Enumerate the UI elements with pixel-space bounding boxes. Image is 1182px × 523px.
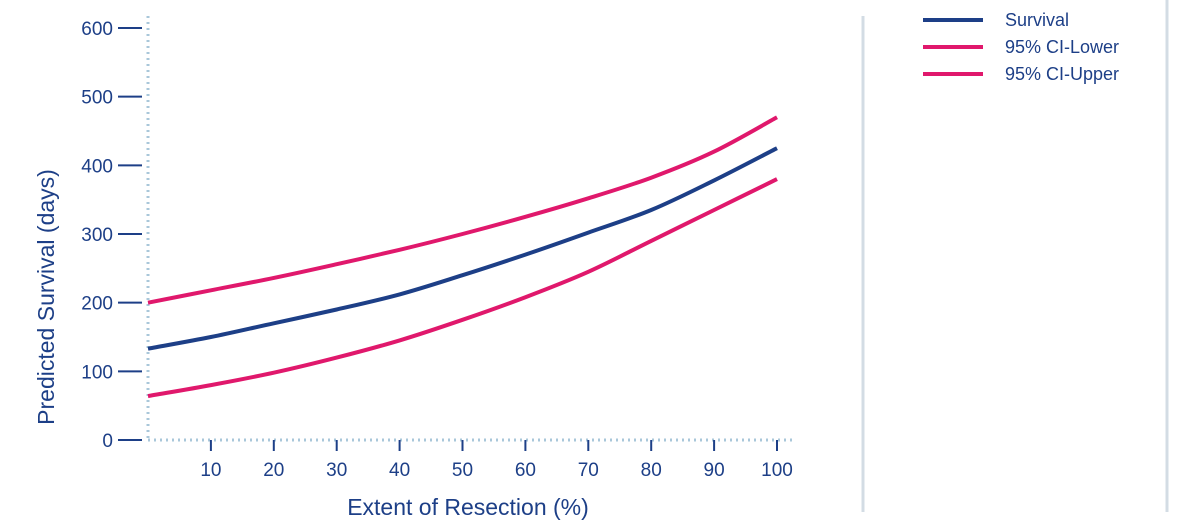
axes xyxy=(146,16,795,442)
series-line-survival xyxy=(147,146,778,351)
x-tick-label: 50 xyxy=(452,460,473,481)
x-tick-label: 30 xyxy=(326,460,347,481)
y-axis-title: Predicted Survival (days) xyxy=(33,169,59,425)
x-tick-label: 100 xyxy=(761,460,793,481)
x-tick-label: 80 xyxy=(641,460,662,481)
series-line-95-ci-upper xyxy=(147,115,778,305)
x-ticks: 10 20 30 40 50 60 70 80 90 100 xyxy=(200,440,793,481)
series-lines xyxy=(147,115,778,399)
y-tick-label: 600 xyxy=(81,19,113,40)
x-tick-label: 60 xyxy=(515,460,536,481)
legend-label-95-ci-lower: 95% CI-Lower xyxy=(1005,37,1119,57)
x-axis-title: Extent of Resection (%) xyxy=(347,494,589,520)
legend-label-survival: Survival xyxy=(1005,10,1069,30)
x-tick-label: 20 xyxy=(263,460,284,481)
y-tick-label: 400 xyxy=(81,156,113,177)
y-tick-label: 0 xyxy=(102,431,113,452)
legend: Survival 95% CI-Lower 95% CI-Upper xyxy=(923,10,1119,84)
y-tick-label: 300 xyxy=(81,225,113,246)
y-tick-label: 100 xyxy=(81,362,113,383)
x-tick-label: 90 xyxy=(704,460,725,481)
x-tick-label: 70 xyxy=(578,460,599,481)
y-tick-label: 200 xyxy=(81,294,113,315)
x-tick-label: 40 xyxy=(389,460,410,481)
series-line-95-ci-lower xyxy=(147,177,778,399)
x-tick-label: 10 xyxy=(200,460,221,481)
y-tick-label: 500 xyxy=(81,88,113,109)
y-ticks: 0 100 200 300 400 500 600 xyxy=(81,19,142,452)
legend-label-95-ci-upper: 95% CI-Upper xyxy=(1005,64,1119,84)
